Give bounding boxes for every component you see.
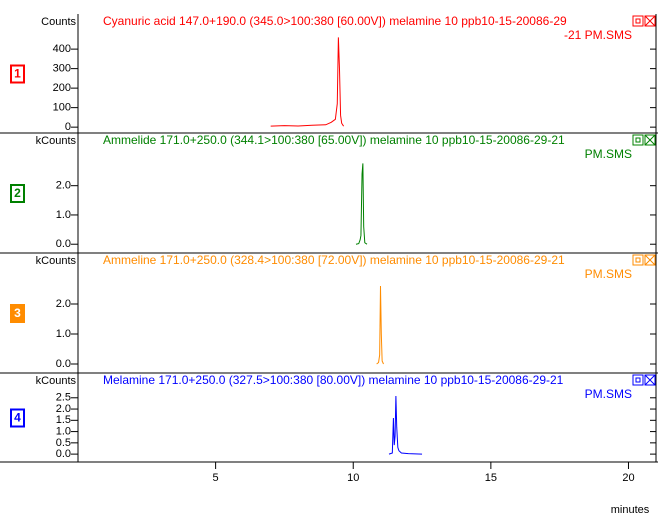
trace-line (376, 285, 384, 365)
trace-title: Ammeline 171.0+250.0 (328.4>100:380 [72.… (103, 253, 565, 267)
y-unit-label: kCounts (36, 255, 77, 267)
trace-title: Melamine 171.0+250.0 (327.5>100:380 [80.… (103, 373, 564, 387)
panel-number-box (10, 64, 25, 84)
trace-title: PM.SMS (585, 147, 632, 161)
y-tick-label: 200 (53, 82, 71, 94)
x-tick-label: 5 (213, 472, 219, 484)
window-icon (635, 18, 641, 24)
y-tick-label: 0.0 (56, 358, 71, 370)
y-tick-label: 300 (53, 63, 71, 75)
x-tick-label: 10 (347, 472, 359, 484)
panel-number-box (10, 184, 25, 203)
y-tick-label: 2.5 (56, 392, 71, 404)
trace-title: Ammelide 171.0+250.0 (344.1>100:380 [65.… (103, 133, 565, 147)
panel-number-box (10, 408, 25, 428)
y-unit-label: kCounts (36, 375, 77, 387)
close-icon (644, 254, 656, 266)
y-tick-label: 400 (53, 43, 71, 55)
x-axis-label: minutes (611, 504, 650, 516)
trace-title: -21 PM.SMS (564, 28, 632, 42)
panel-number: 1 (14, 67, 21, 81)
y-unit-label: kCounts (36, 135, 77, 147)
close-icon (644, 134, 656, 146)
y-tick-label: 0.0 (56, 448, 71, 460)
trace-title: Cyanuric acid 147.0+190.0 (345.0>100:380… (103, 14, 567, 28)
window-icon (635, 137, 641, 143)
panel-number: 3 (14, 306, 21, 320)
y-tick-label: 2.0 (56, 298, 71, 310)
close-icon (644, 15, 656, 27)
window-icon (632, 374, 644, 386)
trace-line (388, 395, 423, 455)
y-tick-label: 0.5 (56, 437, 71, 449)
x-tick-label: 15 (485, 472, 497, 484)
panel-number-box (10, 304, 25, 323)
trace-title: PM.SMS (585, 387, 632, 401)
window-icon (632, 15, 644, 27)
y-unit-label: Counts (41, 16, 76, 28)
panel-number: 2 (14, 186, 21, 200)
window-icon (632, 134, 644, 146)
window-icon (635, 377, 641, 383)
y-tick-label: 100 (53, 102, 71, 114)
close-icon (644, 254, 656, 266)
trace-title: PM.SMS (585, 267, 632, 281)
x-tick-label: 20 (622, 472, 634, 484)
close-icon (644, 134, 656, 146)
window-icon (635, 257, 641, 263)
trace-line (270, 37, 345, 127)
y-tick-label: 2.0 (56, 403, 71, 415)
y-tick-label: 2.0 (56, 180, 71, 192)
y-tick-label: 0.0 (56, 238, 71, 250)
close-icon (644, 15, 656, 27)
y-tick-label: 1.0 (56, 328, 71, 340)
panel-number: 4 (14, 411, 21, 425)
window-icon (632, 254, 644, 266)
trace-line (355, 163, 368, 245)
y-tick-label: 1.5 (56, 414, 71, 426)
close-icon (644, 374, 656, 386)
y-tick-label: 1.0 (56, 425, 71, 437)
y-tick-label: 0 (65, 121, 71, 133)
close-icon (644, 374, 656, 386)
y-tick-label: 1.0 (56, 209, 71, 221)
